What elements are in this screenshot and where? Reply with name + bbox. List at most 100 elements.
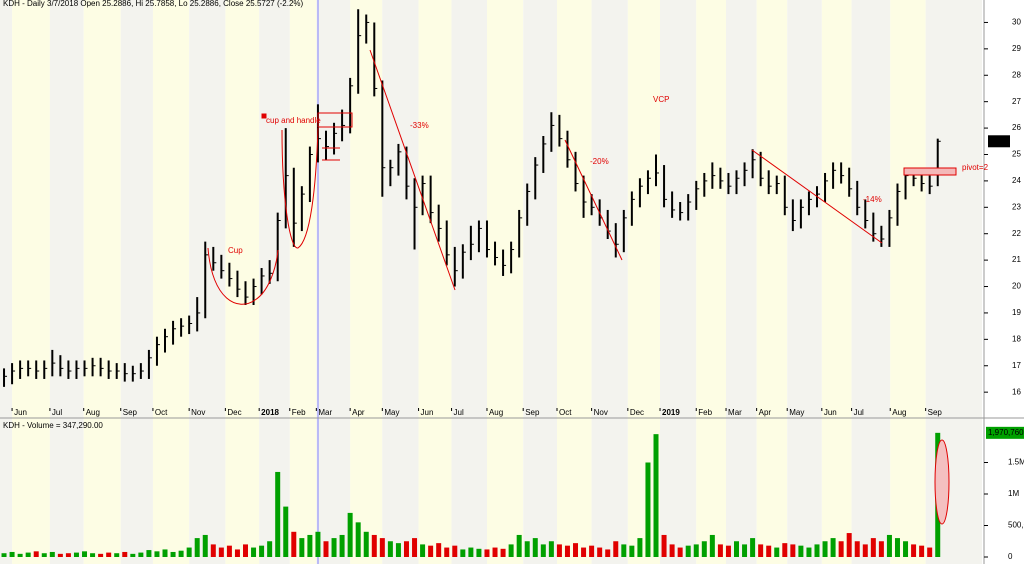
month-band — [289, 0, 317, 564]
annotation: cup and handle — [266, 116, 321, 125]
volume-bar — [202, 534, 208, 557]
x-tick-label: Feb — [698, 408, 712, 417]
volume-bar — [460, 549, 466, 557]
volume-bar — [106, 552, 112, 557]
volume-bar — [307, 534, 313, 557]
volume-bar — [556, 544, 562, 557]
volume-bar — [693, 544, 699, 557]
volume-bar — [25, 552, 31, 557]
volume-bar — [436, 543, 442, 557]
annotation: -14% — [863, 195, 882, 204]
volume-bar — [830, 538, 836, 557]
volume-bar — [33, 551, 39, 557]
month-band — [696, 0, 727, 564]
volume-bar — [218, 547, 224, 557]
last-volume-box — [986, 426, 1024, 439]
month-band — [49, 0, 84, 564]
y-tick-label: 30 — [1012, 18, 1021, 27]
x-tick-label: Jul — [454, 408, 464, 417]
volume-bar — [57, 553, 63, 557]
y-tick-label: 29 — [1012, 44, 1021, 53]
volume-bar — [403, 541, 409, 557]
volume-bar — [637, 538, 643, 557]
volume-bar — [838, 541, 844, 557]
volume-bar — [629, 545, 635, 557]
volume-bar — [564, 545, 570, 557]
x-tick-label: Sep — [525, 408, 540, 417]
x-tick-label: Mar — [318, 408, 332, 417]
month-band — [152, 0, 190, 564]
volume-bar — [750, 538, 756, 557]
month-band — [890, 0, 926, 564]
volume-bar — [484, 549, 490, 557]
volume-bar — [709, 534, 715, 557]
volume-bar — [846, 533, 852, 557]
volume-bar — [725, 545, 731, 557]
volume-bar — [379, 538, 385, 557]
volume-bar — [154, 551, 160, 557]
volume-bar — [178, 550, 184, 557]
x-tick-label: Dec — [227, 408, 241, 417]
volume-bar — [854, 541, 860, 557]
month-band — [189, 0, 226, 564]
volume-bar — [226, 545, 232, 557]
volume-bar — [621, 544, 627, 557]
volume-bar — [387, 541, 393, 557]
volume-bar — [532, 538, 538, 557]
volume-bar — [41, 553, 47, 557]
volume-bar — [717, 544, 723, 557]
volume-bar — [114, 553, 120, 557]
annotation: -33% — [410, 121, 429, 130]
volume-bar — [573, 543, 579, 557]
y-tick-label: 26 — [1012, 123, 1021, 132]
volume-bar — [331, 538, 337, 557]
chart-title: KDH - Daily 3/7/2018 Open 25.2886, Hi 25… — [3, 0, 304, 8]
month-band — [591, 0, 628, 564]
x-tick-label: Nov — [191, 408, 205, 417]
volume-bar — [685, 545, 691, 557]
volume-bar — [210, 544, 216, 557]
y-tick-label: 19 — [1012, 308, 1021, 317]
volume-bar — [98, 553, 104, 557]
volume-bar — [589, 545, 595, 557]
month-band — [451, 0, 487, 564]
month-band — [316, 0, 351, 564]
volume-bar — [597, 547, 603, 557]
x-tick-label: Sep — [123, 408, 138, 417]
cup-curve — [207, 247, 279, 305]
volume-bar — [492, 547, 498, 557]
y-tick-label: 23 — [1012, 202, 1021, 211]
x-tick-label: May — [384, 408, 399, 417]
volume-bar — [701, 541, 707, 557]
y-tick-label: 1.5M — [1008, 458, 1024, 467]
volume-bar — [194, 538, 200, 557]
volume-bar — [122, 551, 128, 557]
y-tick-label: 16 — [1012, 387, 1021, 396]
y-tick-label: 22 — [1012, 229, 1021, 238]
x-tick-label: Dec — [630, 408, 644, 417]
volume-bar — [774, 547, 780, 557]
marker — [261, 113, 267, 119]
x-tick-label: Sep — [928, 408, 943, 417]
x-tick-label: Mar — [728, 408, 742, 417]
annotation: Cup — [228, 246, 243, 255]
volume-bar — [315, 531, 321, 557]
volume-bar — [661, 534, 667, 557]
volume-bar — [862, 544, 868, 557]
volume-bar — [452, 545, 458, 557]
trend-line — [369, 49, 456, 291]
y-tick-label: 28 — [1012, 70, 1021, 79]
volume-bar — [162, 549, 168, 557]
annotation: -20% — [590, 157, 609, 166]
month-band — [787, 0, 822, 564]
x-tick-label: Feb — [292, 408, 306, 417]
x-tick-label: Oct — [155, 408, 168, 417]
volume-bar — [347, 512, 353, 557]
volume-bar — [886, 534, 892, 557]
volume-bar — [428, 545, 434, 557]
month-band — [851, 0, 891, 564]
x-tick-label: Jul — [52, 408, 62, 417]
x-tick-label: May — [789, 408, 804, 417]
x-tick-label: Aug — [86, 408, 100, 417]
volume-bar — [90, 553, 96, 557]
